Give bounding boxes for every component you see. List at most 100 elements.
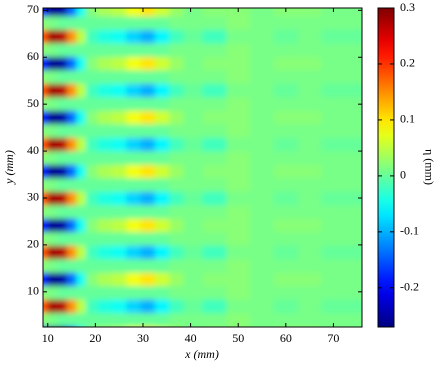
cell	[297, 285, 323, 300]
cell	[202, 96, 227, 111]
cell	[250, 245, 275, 260]
cell	[126, 150, 142, 165]
cell	[47, 42, 58, 57]
cell	[169, 42, 184, 57]
cell	[126, 96, 142, 111]
cell	[112, 164, 127, 179]
y-tick-label: 30	[27, 190, 39, 204]
cell	[250, 150, 275, 165]
cell	[202, 42, 227, 57]
cell	[297, 56, 323, 71]
cell	[57, 177, 68, 192]
cell	[57, 123, 68, 138]
cell	[183, 204, 203, 219]
cell	[43, 150, 49, 165]
cell	[43, 69, 49, 84]
cell	[321, 150, 349, 165]
cell	[47, 150, 58, 165]
cell	[321, 42, 349, 57]
cell	[297, 150, 323, 165]
cell	[169, 299, 184, 314]
cell	[97, 96, 113, 111]
cell	[43, 137, 49, 152]
cell	[250, 204, 275, 219]
cell	[273, 245, 299, 260]
cell	[297, 110, 323, 125]
cell	[47, 218, 58, 233]
cell	[97, 83, 113, 98]
cell	[226, 272, 251, 287]
cell	[250, 69, 275, 84]
cell	[202, 258, 227, 273]
cell	[47, 123, 58, 138]
cell	[154, 285, 170, 300]
cell	[47, 312, 58, 327]
cell	[169, 69, 184, 84]
colorbar-tick-label: -0.1	[400, 224, 419, 238]
cell	[112, 8, 127, 17]
cell	[250, 312, 275, 327]
cell	[57, 110, 68, 125]
cell	[126, 258, 142, 273]
cell	[97, 164, 113, 179]
cell	[169, 231, 184, 246]
cell	[250, 326, 275, 327]
cell	[112, 312, 127, 327]
cell	[154, 164, 170, 179]
cell	[126, 204, 142, 219]
cell	[273, 137, 299, 152]
cell	[140, 299, 156, 314]
cell	[169, 56, 184, 71]
cell	[97, 29, 113, 44]
cell	[140, 218, 156, 233]
cell	[97, 15, 113, 30]
cell	[202, 137, 227, 152]
cell	[76, 258, 87, 273]
cell	[347, 110, 362, 125]
cell	[112, 326, 127, 327]
cell	[43, 285, 49, 300]
cell	[154, 258, 170, 273]
cell	[66, 245, 77, 260]
cell	[273, 123, 299, 138]
cell	[66, 123, 77, 138]
cell	[43, 15, 49, 30]
cell	[85, 83, 99, 98]
x-tick-label: 10	[42, 331, 54, 345]
cell	[250, 56, 275, 71]
y-tick-label: 70	[27, 2, 39, 16]
cell	[347, 42, 362, 57]
cell	[321, 177, 349, 192]
cell	[140, 69, 156, 84]
cell	[202, 56, 227, 71]
cell	[250, 15, 275, 30]
cell	[47, 272, 58, 287]
cell	[297, 177, 323, 192]
cell	[43, 83, 49, 98]
cell	[250, 96, 275, 111]
cell	[85, 110, 99, 125]
cell	[183, 272, 203, 287]
cell	[66, 164, 77, 179]
cell	[202, 8, 227, 17]
cell	[347, 150, 362, 165]
cell	[76, 110, 87, 125]
cell	[112, 191, 127, 206]
cell	[273, 231, 299, 246]
cell	[169, 204, 184, 219]
cell	[57, 56, 68, 71]
cell	[154, 83, 170, 98]
cell	[76, 15, 87, 30]
cell	[169, 15, 184, 30]
cell	[297, 164, 323, 179]
cell	[140, 164, 156, 179]
cell	[202, 218, 227, 233]
cell	[57, 96, 68, 111]
cell	[226, 204, 251, 219]
cell	[126, 8, 142, 17]
cell	[347, 137, 362, 152]
cell	[347, 69, 362, 84]
cell	[57, 258, 68, 273]
cell	[321, 69, 349, 84]
cell	[57, 272, 68, 287]
